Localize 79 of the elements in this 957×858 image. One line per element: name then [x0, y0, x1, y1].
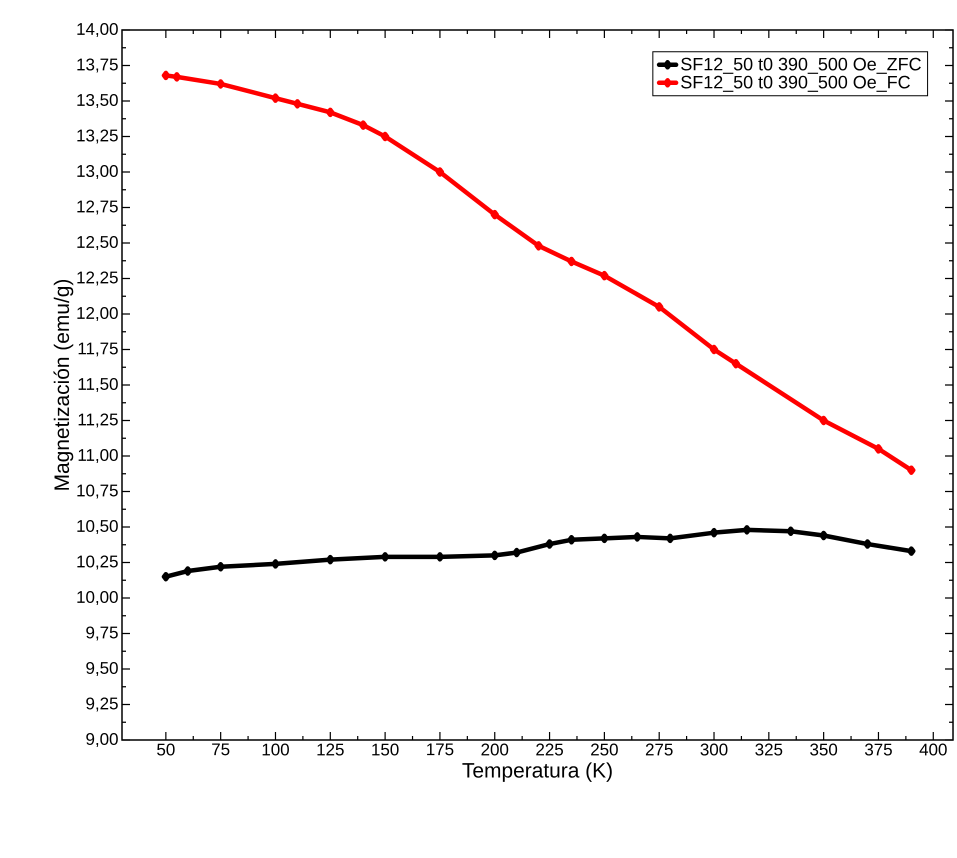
y-tick-label: 11,75 [78, 342, 118, 356]
y-tick-label: 9,25 [86, 698, 118, 712]
point [216, 562, 225, 572]
point [359, 120, 368, 130]
point [545, 539, 554, 549]
x-tick-label: 250 [591, 744, 618, 756]
point [271, 93, 280, 103]
point [326, 108, 334, 118]
legend-label: SF12_50 t0 390_500 Oe_ZFC [681, 58, 921, 74]
point [326, 554, 334, 564]
x-tick-label: 225 [536, 744, 563, 756]
x-tick-label: 400 [920, 744, 947, 756]
point [600, 534, 609, 544]
y-tick-label: 11,50 [78, 378, 118, 392]
point [184, 566, 192, 576]
x-tick-label: 300 [700, 744, 728, 756]
x-tick-label: 375 [864, 744, 892, 756]
x-tick-label: 50 [157, 744, 175, 756]
y-tick-label: 12,25 [77, 271, 118, 286]
point [786, 526, 795, 536]
x-tick-label: 175 [427, 744, 454, 756]
point [820, 530, 828, 540]
y-tick-label: 13,25 [77, 129, 118, 144]
point [710, 528, 718, 538]
point [436, 167, 444, 177]
y-tick-label: 11,25 [78, 413, 118, 428]
point [216, 79, 225, 89]
point [380, 552, 390, 562]
y-tick-label: 12,50 [77, 236, 118, 250]
x-axis-title: Temperatura (K) [462, 762, 612, 782]
point [162, 572, 170, 582]
point [907, 465, 916, 475]
x-tick-label: 75 [212, 744, 230, 756]
point [874, 444, 883, 454]
point [172, 72, 181, 82]
y-tick-label: 13,00 [77, 164, 118, 179]
point [436, 552, 444, 562]
point [732, 358, 740, 368]
point [907, 546, 916, 556]
y-tick-label: 13,50 [77, 94, 118, 108]
point [633, 532, 642, 542]
point [567, 256, 576, 266]
y-tick-label: 9,75 [86, 626, 118, 640]
point [655, 302, 664, 312]
y-tick-label: 10,25 [77, 556, 118, 570]
y-tick-label: 14,00 [77, 22, 118, 37]
x-tick-label: 275 [646, 744, 673, 756]
x-tick-label: 125 [317, 744, 344, 756]
point [742, 525, 752, 535]
y-tick-label: 9,50 [86, 662, 118, 676]
point [293, 99, 302, 109]
point [567, 535, 576, 545]
x-tick-label: 150 [372, 744, 399, 756]
point [490, 210, 499, 220]
point [512, 548, 521, 558]
point [162, 70, 170, 80]
y-tick-label: 12,00 [77, 306, 118, 321]
point [271, 559, 280, 569]
x-tick-label: 350 [810, 744, 838, 756]
y-tick-label: 10,00 [77, 591, 118, 605]
point [380, 132, 390, 142]
point [600, 270, 609, 280]
y-tick-label: 10,50 [77, 520, 118, 534]
point [490, 550, 499, 560]
point [666, 534, 674, 544]
y-tick-label: 10,75 [77, 484, 118, 498]
y-tick-label: 9,00 [86, 733, 118, 747]
point [534, 241, 543, 251]
point [710, 344, 718, 354]
point [820, 416, 828, 426]
y-tick-label: 13,75 [77, 58, 118, 72]
legend-label: SF12_50 t0 390_500 Oe_FC [681, 76, 910, 92]
x-tick-label: 325 [755, 744, 782, 756]
x-tick-label: 200 [481, 744, 508, 756]
y-tick-label: 12,75 [77, 200, 118, 214]
y-axis-title: Magnetización (emu/g) [54, 280, 74, 490]
y-tick-label: 11,00 [78, 448, 118, 463]
point [863, 539, 872, 549]
x-tick-label: 100 [262, 744, 289, 756]
